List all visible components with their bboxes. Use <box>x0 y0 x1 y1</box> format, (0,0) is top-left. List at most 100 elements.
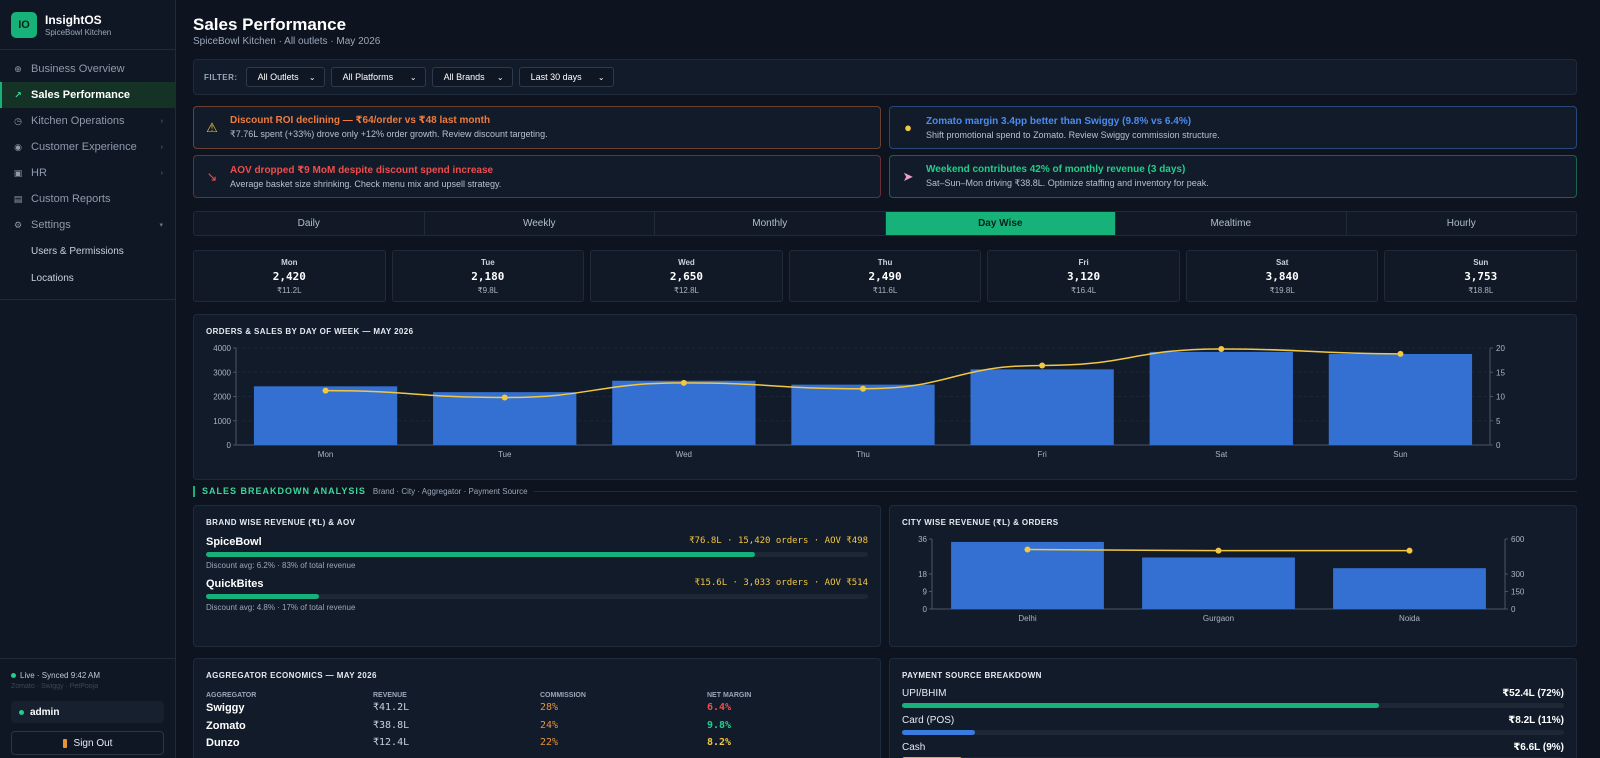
chevron-down-icon: ⌄ <box>409 72 417 82</box>
y2-tick-label: 0 <box>1496 441 1501 450</box>
sidebar-item-customer-experience[interactable]: ◉ Customer Experience › <box>0 134 175 160</box>
tab-hourly[interactable]: Hourly <box>1446 218 1476 229</box>
outlet-select[interactable]: All Outlets ⌄ <box>245 67 325 87</box>
brand-share-bar <box>206 552 868 557</box>
day-cards: Mon 2,420 ₹11.2L Tue 2,180 ₹9.8L Wed 2,650 ₹12.8… <box>193 250 1578 302</box>
sidebar-item-settings[interactable]: ⚙ Settings ▾ <box>0 212 175 238</box>
sidebar-subitem-users-permissions[interactable]: Users & Permissions <box>31 246 124 257</box>
section-title: SALES BREAKDOWN ANALYSIS <box>202 486 366 496</box>
y2-tick-label: 0 <box>1511 605 1516 614</box>
alert-zomato-margin[interactable]: ● Zomato margin 3.4pp better than Swiggy… <box>889 106 1577 149</box>
brand-select[interactable]: All Brands ⌄ <box>431 67 513 87</box>
payment-source-panel: PAYMENT SOURCE BREAKDOWN UPI/BHIM ₹52.4L … <box>889 658 1577 758</box>
sidebar-item-hr[interactable]: ▣ HR › <box>0 160 175 186</box>
gear-icon: ⚙ <box>13 219 23 230</box>
day-sales: ₹11.2L <box>277 286 302 295</box>
y-tick-label: 1000 <box>213 417 231 426</box>
sidebar-item-sales-performance[interactable]: ↗ Sales Performance <box>0 82 175 108</box>
brand-revenue-panel: BRAND WISE REVENUE (₹L) & AOV SpiceBowl ₹… <box>193 505 881 647</box>
date-range-select[interactable]: Last 30 days ⌄ <box>518 67 614 87</box>
brand-header: IO InsightOS SpiceBowl Kitchen <box>0 0 175 50</box>
sidebar-item-label: Business Overview <box>31 63 125 75</box>
line-point-sat <box>1218 345 1225 352</box>
report-icon: ▤ <box>13 193 23 204</box>
tab-monthly[interactable]: Monthly <box>655 212 886 235</box>
day-card-wed[interactable]: Wed 2,650 ₹12.8L <box>590 250 783 302</box>
bar-sun <box>1328 353 1473 445</box>
y-tick-label: 2000 <box>213 393 231 402</box>
bar-fri <box>970 369 1114 445</box>
sidebar-item-business-overview[interactable]: ⊕ Business Overview <box>0 56 175 82</box>
day-orders: 2,420 <box>272 270 306 283</box>
chevron-down-icon: ⌄ <box>597 72 605 82</box>
user-chip[interactable]: admin <box>11 701 164 723</box>
brand-share-bar <box>206 594 868 599</box>
city-revenue-panel: CITY WISE REVENUE (₹L) & ORDERS 0 9 18 36 0 1… <box>889 505 1577 647</box>
y-tick-label: 9 <box>923 588 928 597</box>
sidebar-item-label: Kitchen Operations <box>31 115 125 127</box>
sign-out-button[interactable]: Sign Out <box>11 731 164 755</box>
chevron-icon: ▾ <box>159 222 163 229</box>
day-sales: ₹11.6L <box>872 286 898 295</box>
line-point-tue <box>501 394 508 401</box>
y-tick-label: 0 <box>227 441 232 450</box>
payment-row-cash: Cash ₹6.6L (9%) <box>902 742 1564 758</box>
brand-stats: ₹15.6L · 3,033 orders · AOV ₹514 <box>694 578 868 588</box>
live-dot-icon <box>11 673 16 678</box>
alert-desc: Average basket size shrinking. Check men… <box>230 178 502 189</box>
y-tick-label: 18 <box>918 570 927 579</box>
day-orders: 2,180 <box>471 270 505 283</box>
lightbulb-icon: ● <box>904 120 912 135</box>
tab-weekly[interactable]: Weekly <box>425 212 655 235</box>
line-point-delhi <box>1024 546 1031 553</box>
line-point-thu <box>860 385 866 392</box>
payment-row-card-pos-: Card (POS) ₹8.2L (11%) <box>902 715 1564 735</box>
alert-desc: Shift promotional spend to Zomato. Revie… <box>926 129 1220 140</box>
tab-daily[interactable]: Daily <box>194 212 425 235</box>
line-point-wed <box>680 379 687 386</box>
x-tick-label: Sat <box>1215 450 1228 459</box>
day-card-mon[interactable]: Mon 2,420 ₹11.2L <box>193 250 386 302</box>
day-card-tue[interactable]: Tue 2,180 ₹9.8L <box>391 250 585 302</box>
chevron-down-icon: ⌄ <box>308 72 316 82</box>
panel-title: AGGREGATOR ECONOMICS — MAY 2026 <box>206 671 377 680</box>
x-tick-label: Sun <box>1393 450 1407 459</box>
day-card-sun[interactable]: Sun 3,753 ₹18.8L <box>1384 250 1578 302</box>
day-card-thu[interactable]: Thu 2,490 ₹11.6L <box>788 250 982 302</box>
y2-tick-label: 15 <box>1496 368 1505 377</box>
orders-sales-chart: 0 1000 2000 3000 4000 0 5 10 15 20 Mon Tue Wed Thu Fri… <box>213 344 1505 459</box>
bar-thu <box>791 384 935 445</box>
sidebar-item-custom-reports[interactable]: ▤ Custom Reports <box>0 186 175 212</box>
day-orders: 3,120 <box>1067 270 1101 283</box>
day-card-sat[interactable]: Sat 3,840 ₹19.8L <box>1185 250 1379 302</box>
payment-value: ₹52.4L (72%) <box>1502 688 1564 699</box>
x-tick-label: Noida <box>1399 614 1420 623</box>
brand-note: Discount avg: 6.2% · 83% of total revenu… <box>206 561 356 570</box>
agg-name-cell: Swiggy <box>206 702 245 714</box>
day-orders: 2,650 <box>669 270 703 283</box>
payment-name: Cash <box>902 742 926 753</box>
tab-day-wise[interactable]: Day Wise <box>885 212 1116 235</box>
brand-share-fill <box>206 552 756 557</box>
bar-sat <box>1149 351 1293 445</box>
y-tick-label: 3000 <box>213 368 231 377</box>
alert-weekend-revenue[interactable]: ➤ Weekend contributes 42% of monthly rev… <box>889 155 1577 198</box>
day-name: Thu <box>877 258 893 267</box>
y2-tick-label: 600 <box>1511 535 1525 544</box>
view-tabs: Daily Weekly Monthly Day Wise Mealtime Hourly <box>193 211 1577 236</box>
agg-commission-cell: 22% <box>540 737 559 748</box>
sidebar-item-kitchen-operations[interactable]: ◷ Kitchen Operations › <box>0 108 175 134</box>
brand-share-fill <box>206 594 319 599</box>
platform-select[interactable]: All Platforms ⌄ <box>330 67 426 87</box>
alert-aov-drop[interactable]: ↘ AOV dropped ₹9 MoM despite discount sp… <box>193 155 881 198</box>
x-tick-label: Thu <box>856 450 870 459</box>
agg-revenue-cell: ₹12.4L <box>373 737 410 748</box>
sidebar-subitem-locations[interactable]: Locations <box>31 273 74 284</box>
bar-delhi <box>951 541 1104 609</box>
tab-mealtime[interactable]: Mealtime <box>1116 212 1347 235</box>
day-card-fri[interactable]: Fri 3,120 ₹16.4L <box>987 250 1180 302</box>
agg-margin-cell: 9.8% <box>707 719 732 731</box>
panel-title: BRAND WISE REVENUE (₹L) & AOV <box>206 518 356 527</box>
alert-discount-roi[interactable]: ⚠ Discount ROI declining — ₹64/order vs … <box>193 106 881 149</box>
clock-icon: ◷ <box>14 115 22 126</box>
